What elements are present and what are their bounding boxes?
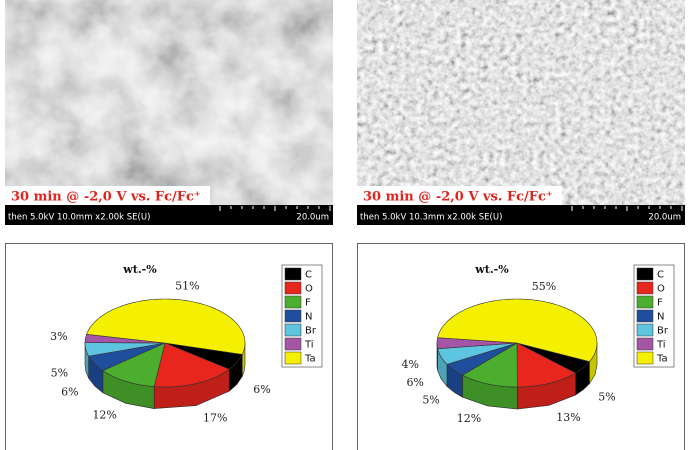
data-label: 5% (598, 390, 615, 403)
data-label: 51% (175, 280, 199, 293)
legend-swatch (284, 351, 302, 365)
pie-slice (446, 342, 518, 376)
legend-label: Ti (304, 340, 314, 351)
pie-slice (461, 342, 518, 388)
pie-slice (88, 342, 166, 372)
data-label: 6% (253, 383, 270, 396)
legend-label: Ta (656, 354, 668, 365)
legend-swatch (284, 323, 302, 337)
legend-label: C (657, 270, 664, 281)
pie-slice (437, 298, 598, 362)
scale-label: 20.0um (296, 213, 329, 223)
image-info: then 5.0kV 10.0mm x2.00k SE(U) (8, 213, 150, 223)
data-label: 6% (61, 385, 78, 398)
pie-slice (164, 342, 243, 370)
legend-label: Ti (656, 340, 666, 351)
data-label: 5% (422, 394, 439, 407)
data-label: 4% (402, 358, 419, 371)
legend-label: O (305, 284, 313, 295)
info-bar (357, 205, 685, 225)
chart-title: wt.-% (474, 263, 509, 276)
data-label: 6% (406, 376, 423, 389)
legend-label: F (305, 298, 311, 309)
data-label: 3% (50, 330, 67, 343)
legend-swatch (284, 309, 302, 323)
pie-slice (516, 342, 591, 374)
legend-label: O (657, 284, 665, 295)
legend-swatch (284, 295, 302, 309)
chart-title: wt.-% (122, 263, 157, 276)
pie-slice (153, 342, 230, 388)
pie-slice (84, 342, 166, 357)
legend-swatch (636, 267, 654, 281)
caption-box (5, 186, 210, 206)
legend-swatch (636, 337, 654, 351)
sem-image (357, 0, 685, 205)
data-label: 13% (556, 411, 580, 424)
pie-slice (102, 342, 166, 387)
image-caption: 30 min @ -2,0 V vs. Fc/Fc⁺ (363, 190, 553, 205)
data-label: 55% (532, 280, 556, 293)
data-label: 5% (51, 366, 68, 379)
legend-label: Br (305, 326, 317, 337)
legend-label: N (305, 312, 312, 323)
data-label: 17% (203, 411, 227, 424)
sem-image (5, 0, 333, 205)
info-bar (5, 205, 333, 225)
pie-slice (86, 298, 246, 355)
legend-swatch (636, 323, 654, 337)
caption-box (357, 186, 562, 206)
legend-label: N (657, 312, 664, 323)
scale-label: 20.0um (648, 213, 681, 223)
legend-swatch (284, 281, 302, 295)
legend-label: Br (657, 326, 669, 337)
legend-swatch (636, 351, 654, 365)
legend-swatch (284, 267, 302, 281)
legend-swatch (636, 309, 654, 323)
image-info: then 5.0kV 10.3mm x2.00k SE(U) (360, 213, 502, 223)
data-label: 12% (457, 412, 481, 425)
legend-swatch (636, 295, 654, 309)
legend-label: Ta (304, 354, 316, 365)
pie-slice (436, 337, 518, 349)
image-caption: 30 min @ -2,0 V vs. Fc/Fc⁺ (11, 190, 201, 205)
data-label: 12% (92, 409, 116, 422)
pie-slice (516, 342, 577, 388)
legend-label: C (305, 270, 312, 281)
legend-label: F (657, 298, 663, 309)
legend-swatch (636, 281, 654, 295)
legend-swatch (284, 337, 302, 351)
pie-slice (437, 342, 518, 365)
